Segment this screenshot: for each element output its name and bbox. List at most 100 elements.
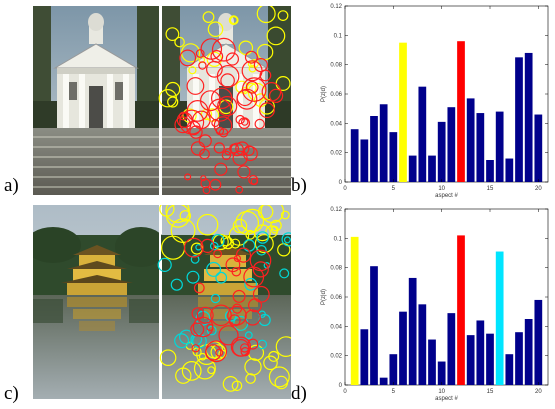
y-tick-label: 0.08 (330, 266, 342, 272)
feature-circle (165, 27, 180, 41)
feature-circle (239, 343, 250, 353)
feature-circle (210, 293, 221, 304)
bar-aspect-4 (379, 377, 388, 385)
feature-circle (281, 232, 291, 247)
y-tick-label: 0.02 (330, 151, 342, 157)
feature-circle (186, 120, 201, 136)
pavilion-photo-left (33, 205, 167, 399)
feature-circle (196, 306, 214, 324)
bar-aspect-8 (418, 86, 427, 182)
feature-circle (237, 165, 251, 179)
feature-circle (235, 210, 259, 235)
feature-circle (241, 77, 267, 102)
feature-circle (268, 88, 284, 103)
feature-circle (242, 146, 258, 162)
feature-circle (248, 174, 259, 185)
x-axis-label: aspect # (435, 396, 458, 402)
feature-circle (209, 178, 222, 191)
bar-aspect-1 (350, 129, 359, 182)
y-tick-label: 0.12 (330, 207, 342, 213)
feature-circle (199, 148, 210, 160)
feature-circle (218, 128, 229, 138)
bar-aspect-19 (524, 319, 533, 385)
bar-aspect-7 (408, 277, 417, 385)
feature-circles-c (157, 205, 291, 392)
feature-circle (206, 261, 222, 277)
bar-aspect-11 (447, 107, 456, 182)
bar-aspect-2 (360, 139, 369, 182)
feature-circle (229, 16, 238, 25)
feature-circle (179, 210, 192, 222)
bar-aspect-9 (428, 155, 436, 182)
feature-circle (157, 257, 172, 273)
x-tick-label: 20 (535, 389, 542, 395)
feature-circle (167, 96, 179, 108)
feature-circle (259, 69, 272, 82)
feature-circle (232, 150, 248, 166)
feature-circle (200, 175, 207, 182)
feature-circle (183, 237, 204, 258)
feature-circle (280, 210, 290, 220)
feature-circle (221, 150, 232, 161)
feature-circle (184, 173, 192, 181)
feature-circle (159, 205, 175, 217)
feature-circle (265, 225, 278, 238)
feature-circle (259, 102, 275, 119)
y-tick-label: 0.1 (334, 236, 343, 242)
feature-circle (233, 254, 242, 263)
x-tick-label: 10 (438, 186, 445, 192)
y-tick-label: 0.1 (334, 33, 343, 39)
bar-aspect-9 (428, 339, 436, 385)
panel-label-c: c) (4, 383, 19, 404)
feature-circle (240, 208, 265, 233)
feature-circle (195, 49, 205, 58)
feature-circle (158, 88, 178, 108)
panel-label-b: b) (291, 175, 307, 196)
feature-circle (213, 116, 233, 135)
feature-circle (245, 80, 259, 94)
church-photo-left (33, 6, 159, 195)
feature-circle (268, 350, 280, 362)
feature-circle (230, 142, 244, 157)
feature-circle (159, 349, 177, 366)
feature-circle (202, 186, 211, 195)
feature-circle (207, 21, 224, 37)
bar-aspect-12 (457, 235, 465, 385)
feature-circle (191, 307, 205, 320)
church-photo-right (158, 6, 291, 195)
feature-circle (254, 234, 274, 254)
bar-aspect-10 (437, 361, 446, 385)
bar-aspect-20 (534, 114, 543, 182)
y-tick-label: 0.08 (330, 63, 342, 69)
feature-circle (235, 141, 250, 156)
x-tick-label: 5 (392, 186, 396, 192)
bar-aspect-15 (486, 160, 494, 182)
feature-circle (186, 77, 205, 95)
y-axis-label: P(z|d) (321, 289, 327, 305)
bar-aspect-17 (505, 354, 514, 385)
feature-circle (252, 261, 269, 278)
feature-circle (243, 145, 255, 157)
bar-aspect-10 (437, 121, 446, 182)
feature-circle (193, 282, 205, 294)
feature-circle (245, 373, 256, 384)
bar-aspect-13 (466, 335, 475, 385)
feature-circle (277, 10, 289, 22)
feature-circle (232, 289, 246, 303)
feature-circle (191, 344, 200, 353)
feature-circle (227, 305, 247, 326)
feature-circle (175, 367, 192, 384)
feature-circle (190, 322, 205, 337)
feature-circle (263, 355, 278, 371)
chart-b: 0 0.02 0.04 0.06 0.08 0.1 0.12 0 5 10 15 20 aspect #… (308, 2, 553, 202)
bar-aspect-6 (399, 42, 407, 182)
feature-circle (232, 218, 248, 234)
feature-circle (211, 118, 220, 128)
feature-circle (188, 66, 197, 75)
feature-circle (181, 360, 202, 381)
bar-aspect-19 (524, 52, 533, 182)
feature-circle (165, 205, 190, 223)
feature-circle (205, 340, 228, 363)
bar-aspect-16 (495, 111, 504, 182)
feature-circle (214, 162, 228, 176)
